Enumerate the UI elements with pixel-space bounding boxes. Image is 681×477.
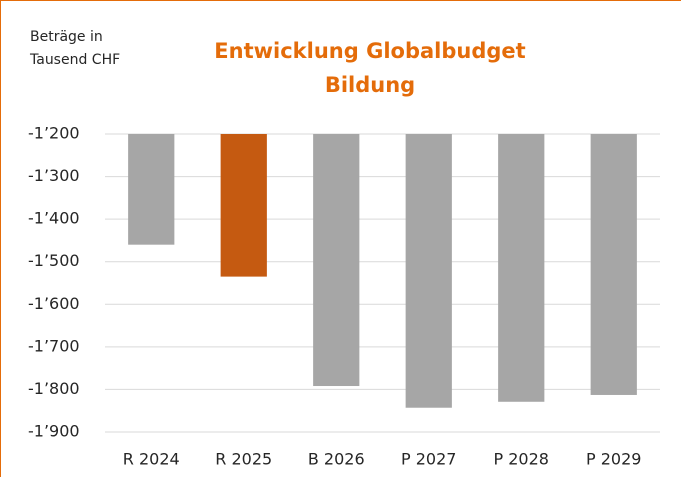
y-tick-label: -1’700 [28,336,80,355]
bar [590,134,637,395]
unit-label: Beträge in [30,29,103,45]
y-tick-label: -1’200 [28,124,80,143]
bar [128,134,175,245]
y-tick-label: -1’300 [28,166,80,185]
x-tick-label: R 2025 [215,450,272,469]
bar [405,134,452,408]
chart-title: Bildung [325,73,415,97]
bar [498,134,545,402]
chart-title: Entwicklung Globalbudget [214,39,525,63]
x-tick-label: P 2027 [401,450,456,469]
x-tick-label: P 2028 [494,450,549,469]
x-tick-label: P 2029 [586,450,641,469]
x-tick-label: R 2024 [123,450,180,469]
unit-label: Tausend CHF [29,52,120,68]
bar [313,134,360,387]
bar [220,134,267,277]
y-tick-label: -1’800 [28,379,80,398]
y-tick-label: -1’500 [28,251,80,270]
x-tick-label: B 2026 [308,450,365,469]
y-tick-label: -1’400 [28,209,80,228]
y-tick-label: -1’600 [28,294,80,313]
y-tick-label: -1’900 [28,422,80,441]
